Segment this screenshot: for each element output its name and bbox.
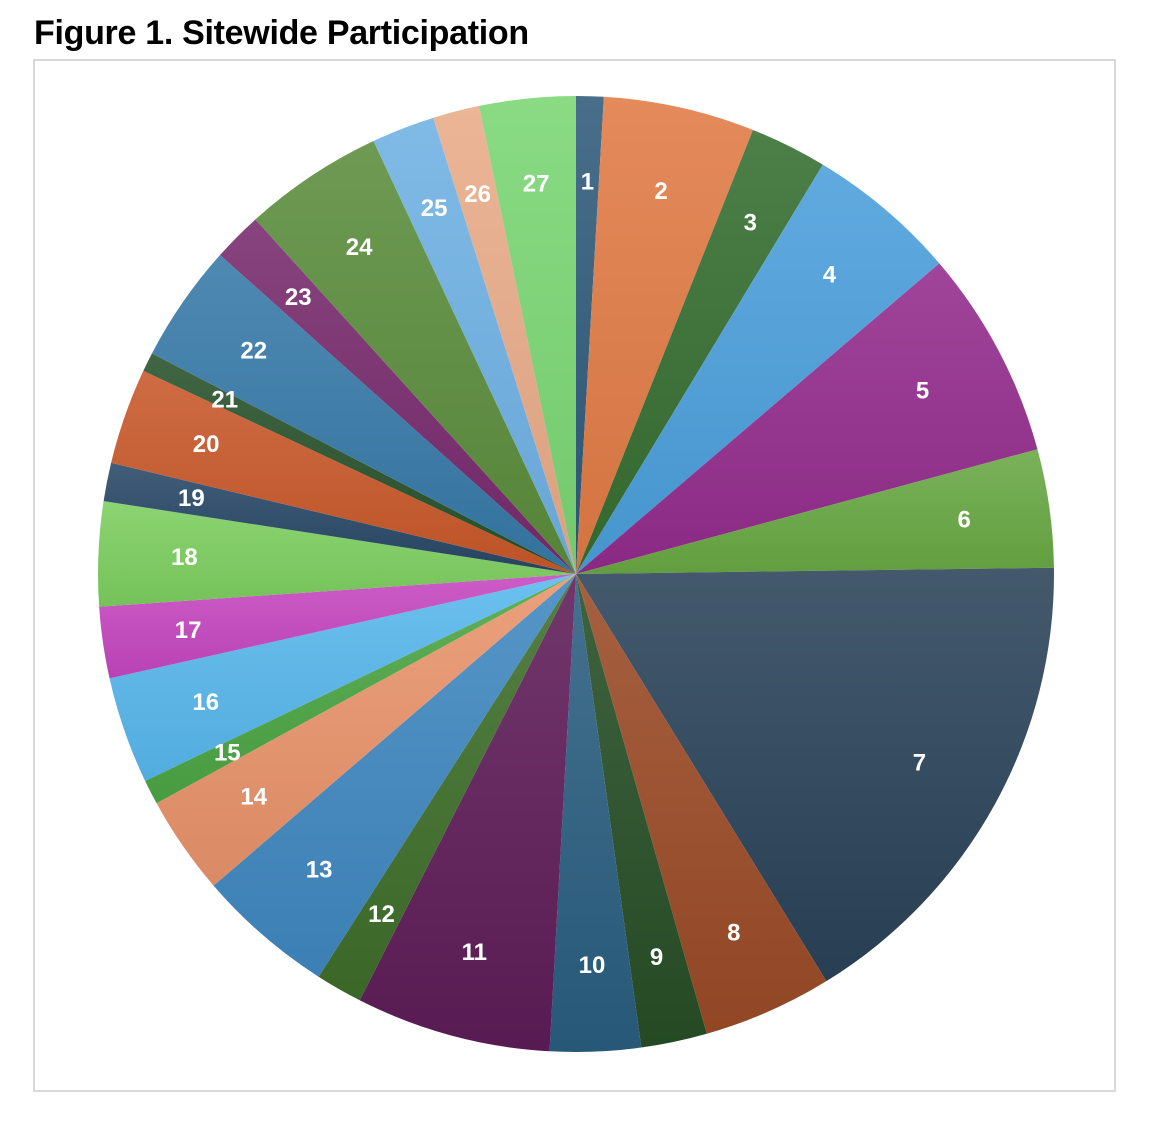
- chart-title: Figure 1. Sitewide Participation: [34, 14, 529, 52]
- slice-label-6: 6: [958, 506, 971, 533]
- slice-label-25: 25: [421, 195, 448, 222]
- pie-slice-21: [143, 353, 576, 574]
- pie-slice-22: [151, 254, 576, 575]
- pie-slice-4: [576, 164, 940, 574]
- slice-label-16: 16: [192, 689, 219, 716]
- pie-slice-16: [109, 574, 577, 781]
- slice-label-22: 22: [240, 338, 267, 365]
- slice-label-12: 12: [368, 901, 395, 928]
- pie-slice-9: [576, 574, 707, 1048]
- pie-slice-23: [220, 219, 576, 574]
- slice-label-19: 19: [178, 485, 205, 512]
- slice-label-4: 4: [823, 262, 837, 289]
- pie-slice-11: [359, 574, 576, 1052]
- pie-slice-12: [318, 574, 576, 1001]
- pie-slice-18: [97, 501, 577, 607]
- pie-slice-10: [549, 574, 642, 1053]
- chart-frame: 1 2 3 4 5 6 7 8 9 10 11 12 13 14 15 16 17 18 19 20 21 22 23 24 2…: [33, 59, 1116, 1092]
- pie-slice-8: [576, 574, 827, 1034]
- pie-chart: 1 234567891011121314151617181920212223242…: [97, 96, 1055, 1053]
- pie-slice-14: [156, 574, 576, 886]
- slice-label-11: 11: [462, 939, 487, 966]
- pie-slice-19: [103, 462, 576, 574]
- slice-label-13: 13: [306, 857, 333, 884]
- pie-slice-17: [99, 574, 577, 679]
- slice-label-14: 14: [240, 784, 267, 811]
- pie-slice-13: [213, 574, 576, 977]
- slice-label-23: 23: [285, 284, 312, 311]
- slice-label-27: 27: [523, 171, 550, 198]
- pie-slice-15: [145, 574, 576, 804]
- pie-slice-2: [576, 96, 753, 574]
- pie-slice-20: [111, 370, 577, 574]
- pie-slice-1: [576, 96, 604, 574]
- slice-label-8: 8: [727, 919, 740, 946]
- pie-slice-26: [433, 105, 576, 575]
- pie-slice-24: [255, 141, 576, 574]
- slice-label-20: 20: [193, 431, 220, 458]
- slice-label-24: 24: [346, 234, 373, 261]
- slice-label-1: 1: [581, 169, 594, 196]
- pie-slice-7: [576, 567, 1055, 982]
- slice-label-17: 17: [175, 617, 202, 644]
- slice-label-18: 18: [171, 544, 198, 571]
- slice-label-10: 10: [579, 952, 606, 979]
- pie-slice-27: [479, 96, 576, 574]
- slice-label-15: 15: [214, 739, 241, 766]
- slice-label-7: 7: [913, 750, 926, 777]
- pie-slice-25: [373, 117, 576, 574]
- slice-label-21: 21: [211, 387, 238, 414]
- pie-slice-6: [576, 449, 1054, 574]
- pie-slice-3: [576, 129, 823, 574]
- slice-label-26: 26: [464, 181, 491, 208]
- slice-label-3: 3: [744, 209, 757, 236]
- pie-slice-5: [576, 263, 1038, 574]
- slice-label-5: 5: [916, 378, 929, 405]
- slice-label-2: 2: [654, 178, 667, 205]
- slice-label-9: 9: [650, 944, 663, 971]
